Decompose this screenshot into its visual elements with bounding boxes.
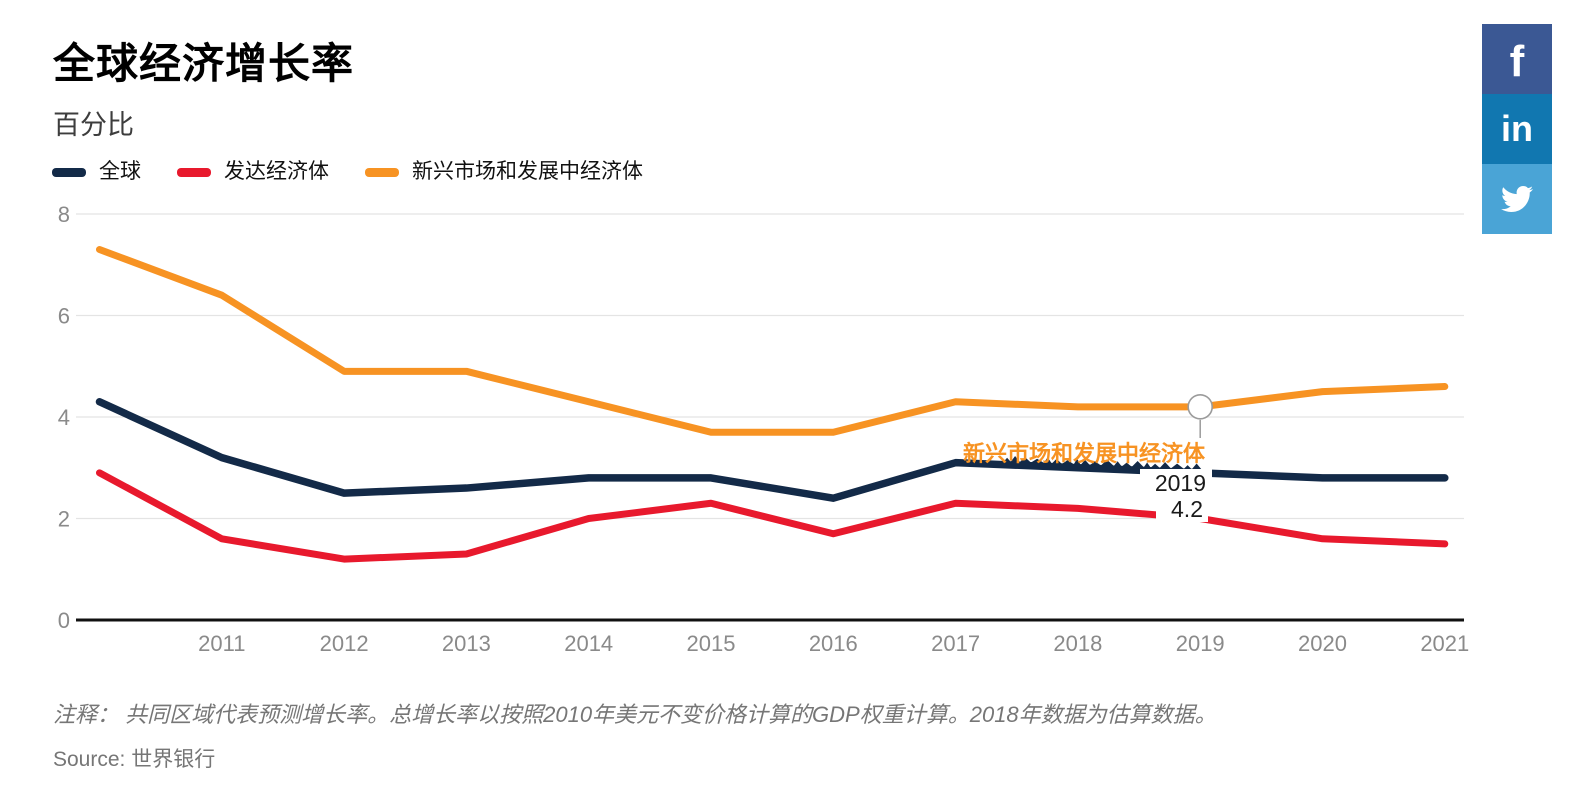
- legend-label-emerging-markets: 新兴市场和发展中经济体: [412, 160, 643, 183]
- forecast-hatch-pattern: [1003, 456, 1202, 470]
- x-tick-label-2018: 2018: [1053, 631, 1102, 656]
- series-line-2[interactable]: [96, 246, 1449, 436]
- twitter-share-button[interactable]: [1482, 164, 1552, 234]
- series-line-0[interactable]: [95, 398, 1449, 502]
- linkedin-share-button[interactable]: in: [1482, 94, 1552, 164]
- tooltip-year-text: 2019: [1155, 470, 1206, 496]
- tooltip-year-bg: [1140, 469, 1212, 496]
- tooltip-value-bg: [1156, 495, 1208, 522]
- series-label-emerging-markets: 新兴市场和发展中经济体: [963, 441, 1206, 466]
- x-tick-label-2015: 2015: [687, 631, 736, 656]
- y-tick-label-8: 8: [58, 202, 70, 227]
- annotation-marker-circle[interactable]: [1187, 394, 1213, 420]
- linkedin-icon: in: [1501, 108, 1533, 149]
- facebook-share-button[interactable]: f: [1482, 24, 1552, 94]
- share-buttons: f in: [1482, 24, 1552, 234]
- tooltip-value-text: 4.2: [1171, 496, 1203, 522]
- source-line: Source: 世界银行: [53, 748, 216, 771]
- facebook-icon: f: [1509, 37, 1525, 86]
- y-tick-label-0: 0: [58, 608, 70, 633]
- x-tick-label-2017: 2017: [931, 631, 980, 656]
- x-tick-label-2021: 2021: [1420, 631, 1469, 656]
- legend-swatch-global: [52, 167, 86, 177]
- legend-item-global[interactable]: 全球: [52, 160, 141, 184]
- legend-item-emerging-markets[interactable]: 新兴市场和发展中经济体: [365, 160, 643, 184]
- legend-swatch-advanced-economies: [177, 167, 211, 177]
- y-tick-label-2: 2: [58, 507, 70, 532]
- twitter-bird-icon: [1501, 186, 1533, 212]
- x-tick-label-2013: 2013: [442, 631, 491, 656]
- chart-subtitle: 百分比: [53, 110, 134, 140]
- x-tick-label-2019: 2019: [1176, 631, 1225, 656]
- x-tick-label-2011: 2011: [198, 631, 245, 656]
- legend-item-advanced-economies[interactable]: 发达经济体: [177, 160, 329, 184]
- x-tick-label-2020: 2020: [1298, 631, 1347, 656]
- x-tick-label-2016: 2016: [809, 631, 858, 656]
- x-tick-label-2012: 2012: [320, 631, 369, 656]
- legend-swatch-emerging-markets: [365, 167, 399, 177]
- footnote: 注释： 共同区域代表预测增长率。总增长率以按照2010年美元不变价格计算的GDP…: [53, 702, 1217, 727]
- y-tick-label-4: 4: [58, 405, 70, 430]
- x-tick-label-2014: 2014: [564, 631, 613, 656]
- legend: 全球 发达经济体 新兴市场和发展中经济体: [52, 160, 679, 184]
- y-tick-label-6: 6: [58, 304, 70, 329]
- legend-label-global: 全球: [99, 160, 141, 183]
- series-line-1[interactable]: [96, 469, 1449, 563]
- chart-title: 全球经济增长率: [53, 40, 355, 87]
- legend-label-advanced-economies: 发达经济体: [224, 160, 329, 183]
